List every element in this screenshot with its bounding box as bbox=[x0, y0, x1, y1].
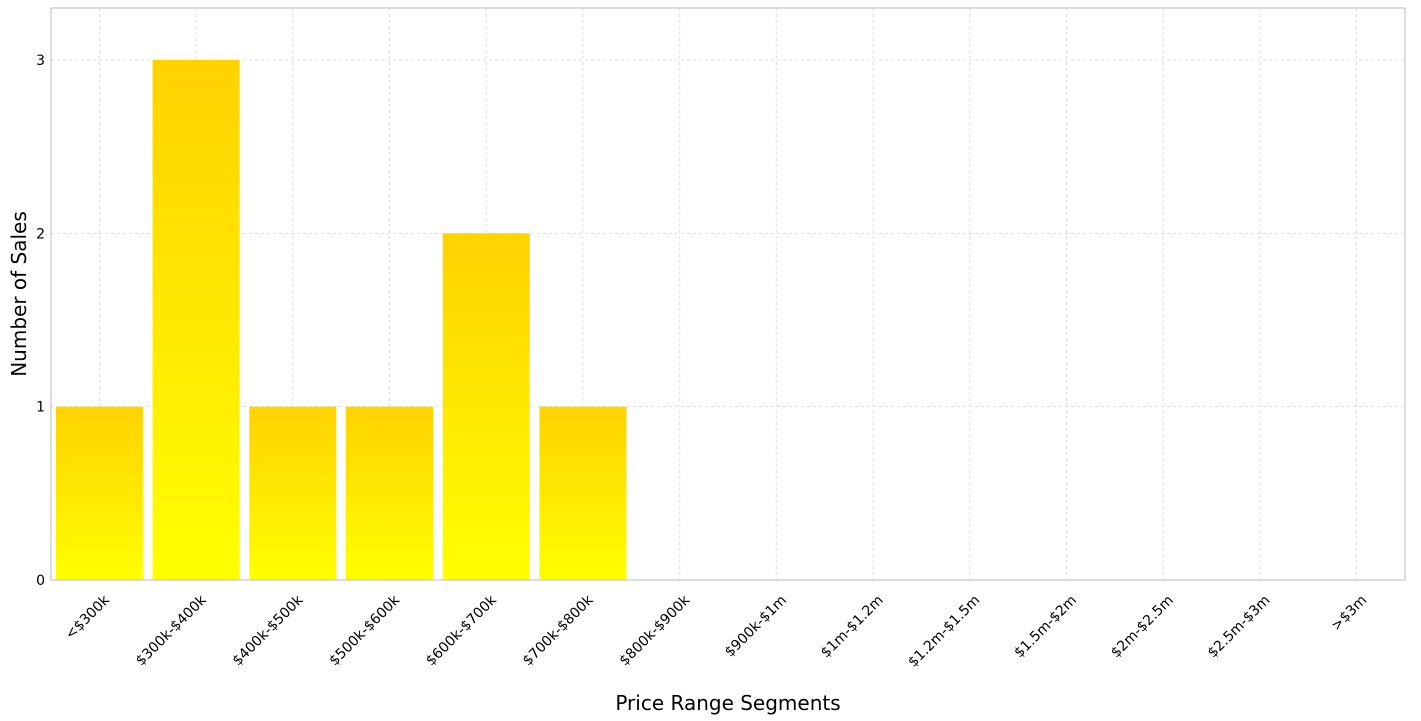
x-tick-label: $2.5m-$3m bbox=[1205, 592, 1274, 661]
x-tick-label: $1.2m-$1.5m bbox=[905, 592, 983, 670]
x-tick-label: $1.5m-$2m bbox=[1011, 592, 1080, 661]
bar bbox=[345, 406, 434, 580]
y-tick-label: 3 bbox=[36, 53, 45, 69]
bar bbox=[152, 60, 240, 580]
x-tick-label: $1m-$1.2m bbox=[818, 592, 887, 661]
x-tick-label: <$300k bbox=[62, 592, 113, 643]
y-tick-label: 1 bbox=[36, 400, 45, 416]
x-axis-ticks: <$300k $300k-$400k $400k-$500k $500k-$600k $… bbox=[62, 592, 1370, 671]
bar bbox=[442, 233, 530, 581]
x-tick-label: $300k-$400k bbox=[133, 592, 210, 669]
x-tick-label: >$3m bbox=[1328, 592, 1370, 634]
x-tick-label: $700k-$800k bbox=[520, 592, 597, 669]
x-axis-title: Price Range Segments bbox=[615, 691, 840, 715]
y-axis-ticks: 0 1 2 3 bbox=[36, 53, 45, 589]
bars bbox=[55, 60, 627, 581]
bar bbox=[539, 406, 627, 580]
plot-frame bbox=[50, 7, 1406, 581]
x-tick-label: $2m-$2.5m bbox=[1108, 592, 1177, 661]
y-tick-label: 0 bbox=[36, 573, 45, 589]
x-tick-label: $600k-$700k bbox=[423, 592, 500, 669]
bar bbox=[55, 406, 143, 580]
y-axis-title: Number of Sales bbox=[7, 211, 31, 377]
x-tick-label: $800k-$900k bbox=[617, 592, 694, 669]
x-tick-label: $500k-$600k bbox=[326, 592, 403, 669]
bar bbox=[249, 406, 337, 580]
x-tick-label: $900k-$1m bbox=[722, 592, 790, 660]
x-tick-label: $400k-$500k bbox=[230, 592, 307, 669]
y-tick-label: 2 bbox=[36, 226, 45, 242]
